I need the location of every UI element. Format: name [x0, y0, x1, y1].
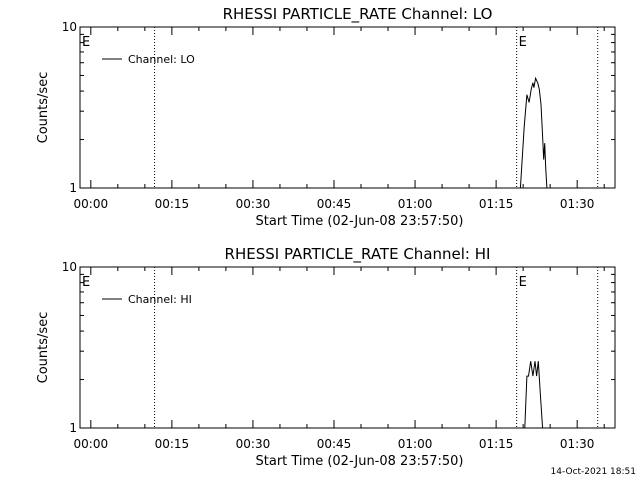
series-line: [519, 76, 548, 189]
x-tick-label: 00:00: [74, 437, 109, 451]
legend-label: Channel: HI: [128, 293, 192, 306]
x-tick-label: 00:15: [155, 437, 190, 451]
x-tick-label: 01:00: [398, 437, 433, 451]
event-marker-label: E: [519, 35, 527, 50]
x-tick-label: 00:00: [74, 197, 109, 211]
x-tick-label: 00:45: [317, 437, 352, 451]
plot-frame: [79, 26, 616, 189]
footer-timestamp: 14-Oct-2021 18:51: [551, 467, 636, 477]
legend-label: Channel: LO: [128, 53, 195, 66]
y-axis-label: Counts/sec: [36, 72, 51, 144]
event-marker-label: E: [82, 275, 90, 290]
series-line: [524, 361, 545, 429]
x-tick-label: 01:00: [398, 197, 433, 211]
x-tick-label: 01:30: [560, 437, 595, 451]
event-marker-label: E: [82, 35, 90, 50]
chart-title: RHESSI PARTICLE_RATE Channel: HI: [225, 245, 491, 264]
y-tick-label: 10: [62, 20, 77, 34]
chart-title: RHESSI PARTICLE_RATE Channel: LO: [223, 5, 493, 24]
x-tick-label: 00:30: [236, 197, 271, 211]
y-tick-label: 10: [62, 260, 77, 274]
x-axis-label: Start Time (02-Jun-08 23:57:50): [256, 214, 464, 229]
y-axis-label: Counts/sec: [36, 312, 51, 384]
x-tick-label: 00:45: [317, 197, 352, 211]
y-tick-label: 1: [69, 421, 77, 435]
x-tick-label: 01:15: [479, 197, 514, 211]
event-marker-label: E: [519, 275, 527, 290]
x-tick-label: 00:15: [155, 197, 190, 211]
y-tick-label: 1: [69, 181, 77, 195]
x-tick-label: 00:30: [236, 437, 271, 451]
x-tick-label: 01:15: [479, 437, 514, 451]
plot-frame: [79, 266, 616, 429]
x-axis-label: Start Time (02-Jun-08 23:57:50): [256, 454, 464, 469]
x-tick-label: 01:30: [560, 197, 595, 211]
